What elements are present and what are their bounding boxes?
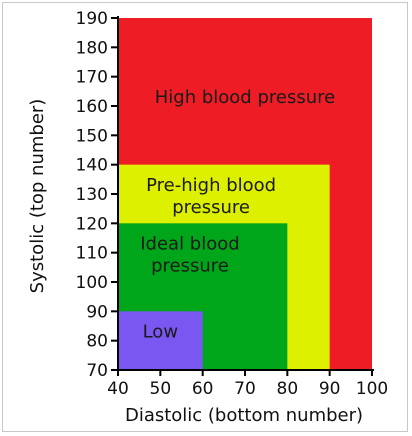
x-tick-label: 40 — [107, 379, 129, 399]
zone-label-pre-high-blood-pressure: Pre-high blood pressure — [146, 175, 276, 218]
y-tick-label: 140 — [76, 156, 108, 176]
labels-layer: High blood pressure Pre-high blood pressur… — [140, 87, 335, 343]
y-tick-label: 130 — [76, 185, 108, 205]
x-axis-title: Diastolic (bottom number) — [125, 405, 363, 426]
y-tick-label: 160 — [76, 97, 108, 117]
x-tick-label: 50 — [150, 379, 172, 399]
y-tick-label: 80 — [86, 332, 108, 352]
y-tick-label: 70 — [86, 361, 108, 381]
axes-layer: 70 80 90 100 110 120 130 140 150 160 170 180 190 40 50… — [76, 9, 389, 399]
x-tick-label: 100 — [356, 379, 388, 399]
x-tick-label: 80 — [277, 379, 299, 399]
zone-low — [118, 311, 203, 370]
x-tick-label: 70 — [234, 379, 256, 399]
x-tick-label: 90 — [319, 379, 341, 399]
x-tick-label: 60 — [192, 379, 214, 399]
y-tick-label: 190 — [76, 9, 108, 29]
zone-label-low: Low — [143, 322, 178, 343]
y-tick-label: 170 — [76, 68, 108, 88]
zone-label-ideal-blood-pressure: Ideal blood pressure — [140, 234, 239, 277]
y-tick-label: 110 — [76, 244, 108, 264]
y-tick-label: 100 — [76, 273, 108, 293]
y-tick-label: 150 — [76, 126, 108, 146]
y-axis-title: Systolic (top number) — [27, 99, 48, 294]
y-tick-label: 90 — [86, 302, 108, 322]
y-tick-label: 120 — [76, 214, 108, 234]
y-tick-label: 180 — [76, 38, 108, 58]
zone-label-high-blood-pressure: High blood pressure — [155, 87, 335, 108]
zones-layer — [118, 18, 372, 370]
